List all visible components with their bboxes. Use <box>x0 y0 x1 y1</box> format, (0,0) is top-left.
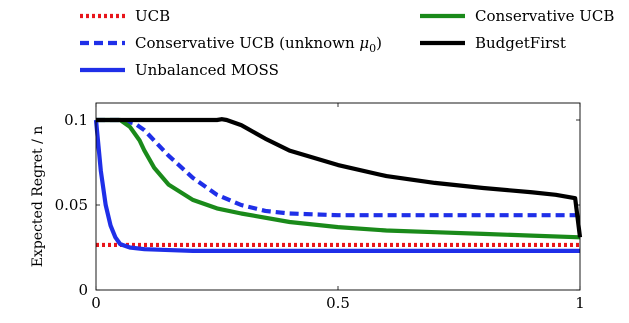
legend-item-unbalanced-moss: Unbalanced MOSS <box>80 61 279 79</box>
series-line-3 <box>96 117 581 240</box>
y-tick-label-1: 0.05 <box>55 196 88 214</box>
x-tick-label-0: 0 <box>91 294 101 312</box>
legend-label-conservative-ucb: Conservative UCB <box>475 7 614 25</box>
ticks-layer: 0 0.5 1 0 0.05 0.1 <box>55 103 585 312</box>
legend-item-ucb: UCB <box>80 7 170 25</box>
series-line-2 <box>93 119 580 253</box>
x-tick-label-1: 0.5 <box>326 294 350 312</box>
legend-label-conservative-ucb-unknown: Conservative UCB (unknown μ0) <box>135 34 382 55</box>
series-line-4 <box>96 117 583 238</box>
y-tick-label-2: 0.1 <box>64 111 88 129</box>
legend-item-conservative-ucb: Conservative UCB <box>420 7 614 25</box>
legend-label-ucb: UCB <box>135 7 170 25</box>
legend-item-conservative-ucb-unknown: Conservative UCB (unknown μ0) <box>80 34 382 55</box>
legend-item-budgetfirst: BudgetFirst <box>420 34 566 52</box>
legend-label-budgetfirst: BudgetFirst <box>475 34 566 52</box>
y-axis-label: Expected Regret / n <box>30 126 46 268</box>
plot-frame <box>95 102 581 291</box>
series-line-1 <box>96 117 580 218</box>
legend-label-unbalanced-moss: Unbalanced MOSS <box>135 61 279 79</box>
legend: UCB Conservative UCB (unknown μ0) Unbala… <box>80 7 614 79</box>
x-tick-label-2: 1 <box>575 294 585 312</box>
series-layer <box>93 117 583 253</box>
y-tick-label-0: 0 <box>78 281 88 299</box>
